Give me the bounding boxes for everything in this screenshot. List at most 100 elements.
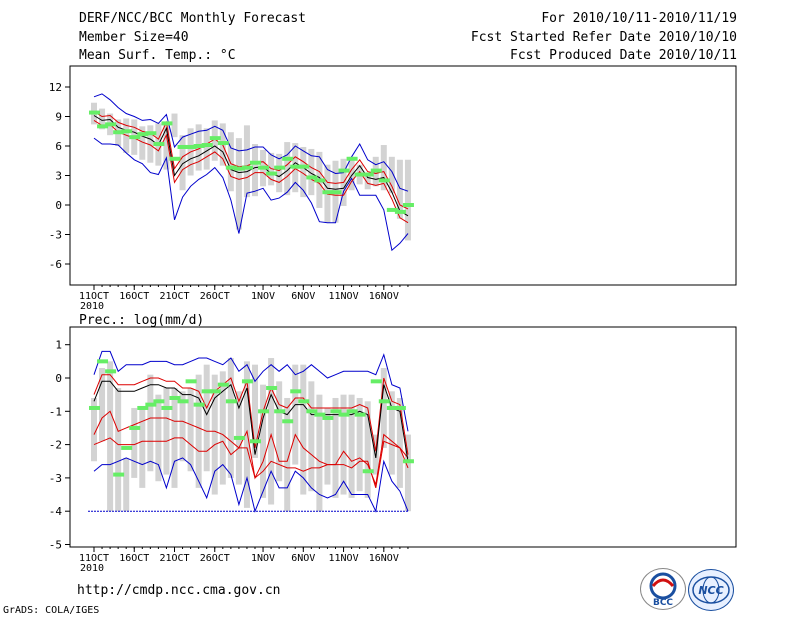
obs-marker [153,399,165,404]
obs-marker [97,359,109,364]
spread-box [179,135,186,191]
series-outer_upper [93,350,409,432]
fcst-started-date: Fcst Started Refer Date 2010/10/10 [470,30,737,45]
obs-marker [145,131,157,136]
obs-marker [169,395,181,400]
series-outer_lower [93,137,409,252]
spread-box [107,361,114,512]
x-tick-label: 6NOV [291,291,315,302]
y-tick-label: 1 [55,339,62,352]
obs-marker [346,409,358,414]
obs-marker [217,141,229,146]
spread-box [284,397,291,512]
spread-box [211,120,218,161]
obs-marker [378,399,390,404]
spread-box [308,381,315,492]
obs-marker [121,129,133,134]
spread-box [99,108,106,130]
spread-box [252,364,258,458]
series-outer_upper [93,93,409,192]
spread-box [284,142,291,196]
spread-box [163,123,170,170]
obs-marker [225,165,237,170]
obs-marker [258,165,270,170]
prec-subtitle: Prec.: log(mm/d) [79,313,205,328]
obs-marker [258,409,270,414]
y-tick-label: -3 [49,472,62,485]
plot-frame-1 [69,326,737,548]
x-tick-label: 16OCT [119,291,149,302]
spread-box [243,125,250,198]
obs-marker [97,124,109,129]
x-tick-label: 26OCT [200,553,230,564]
obs-marker [105,369,117,374]
footer-url[interactable]: http://cmdp.ncc.cma.gov.cn [77,583,281,598]
obs-marker [233,435,245,440]
bcc-logo-text: BCC [653,598,673,608]
obs-marker [121,445,133,450]
bcc-logo: BCC [640,568,686,610]
obs-marker [362,172,374,177]
spread-box [147,374,154,472]
obs-marker [241,379,253,384]
obs-marker [346,156,358,161]
obs-marker [89,405,100,410]
spread-box [195,374,202,488]
x-tick-label: 26OCT [200,291,230,302]
y-tick-label: -6 [49,258,62,271]
obs-marker [386,207,398,212]
x-tick-label: 16NOV [369,291,399,302]
obs-marker [177,399,189,404]
x-tick-label: 1NOV [251,291,275,302]
x-tick-label: 21OCT [159,291,189,302]
obs-marker [193,402,205,407]
obs-marker [354,412,366,417]
obs-marker [338,168,350,173]
spread-box [324,407,331,485]
obs-marker [201,143,213,148]
obs-marker [153,142,165,147]
obs-marker [185,144,197,149]
grads-credit: GrADS: COLA/IGES [3,605,100,616]
spread-box [308,148,315,196]
series-inner_upper [93,374,409,455]
obs-marker [250,160,261,165]
obs-marker [145,402,157,407]
y-tick-label: -2 [49,439,62,452]
y-tick-label: 12 [49,81,62,94]
obs-marker [290,389,302,394]
obs-marker [394,405,406,410]
x-tick-label: 11OCT [79,553,109,564]
spread-box [139,407,146,488]
obs-marker [290,164,302,169]
y-tick-label: -5 [49,539,62,552]
obs-marker [113,130,125,135]
obs-marker [370,379,382,384]
spread-box [227,132,234,192]
spread-box [348,394,355,498]
ncc-logo-mark: NCC [692,576,730,604]
spread-box [396,159,403,219]
obs-marker [209,389,221,394]
y-tick-label: 6 [55,140,62,153]
spread-box [163,387,170,475]
spread-box [388,156,395,194]
x-tick-label: 11NOV [328,553,358,564]
obs-marker [354,172,366,177]
ncc-logo: NCC [688,569,734,611]
spread-box [276,381,283,482]
obs-marker [250,439,261,444]
spread-box [396,397,403,488]
spread-box [300,146,307,198]
forecast-period: For 2010/10/11-2010/11/19 [541,11,737,26]
spread-box [356,397,363,492]
ncc-logo-text: NCC [698,584,723,597]
y-tick-label: -4 [49,505,63,518]
obs-marker [394,209,406,214]
obs-marker [266,171,278,176]
spread-box [404,159,411,241]
spread-box [211,374,218,495]
obs-marker [402,203,414,207]
x-year-label: 2010 [80,563,104,574]
